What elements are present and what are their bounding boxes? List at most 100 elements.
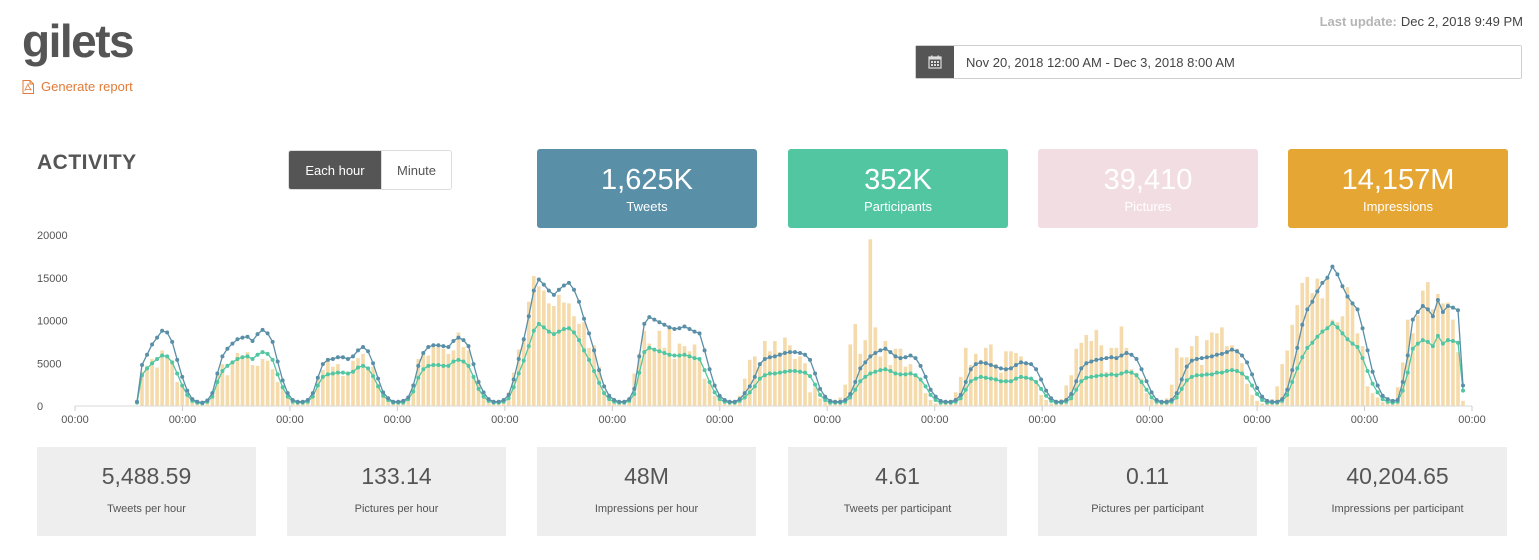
tweets-point [727,399,732,404]
x-tick-label: 00:00 [169,414,197,426]
generate-report-link[interactable]: Generate report [22,79,133,94]
pictures-bar [1134,372,1139,406]
pictures-bar [657,330,662,406]
pictures-bar [1355,333,1360,406]
pictures-bar [707,383,712,406]
participants-point [275,372,280,377]
tweets-point [220,354,225,359]
participants-card[interactable]: 352K Participants [788,149,1008,228]
pictures-bar [230,361,235,406]
pictures-bar [602,390,606,406]
participants-point [1219,370,1224,375]
tweets-point [205,398,210,403]
each-hour-button[interactable]: Each hour [289,151,381,189]
tweets-point [300,399,305,404]
tweets-point [391,399,396,404]
pictures-bar [1069,375,1074,406]
tweets-point [798,350,802,355]
date-range-picker[interactable] [915,45,1522,79]
tweets-point [747,384,752,389]
tweets-point [587,331,592,336]
pictures-bar [1280,364,1284,406]
participants-point [1375,390,1380,395]
pictures-bar [923,393,928,406]
participants-point [556,329,561,334]
participants-point [1380,397,1385,402]
participants-point [1250,383,1255,388]
tweets-point [858,366,863,371]
last-update: Last update: Dec 2, 2018 9:49 PM [1320,14,1523,29]
date-range-input[interactable] [954,46,1521,78]
tweets-point [1425,307,1430,312]
pictures-bar [888,364,893,406]
x-tick-label: 00:00 [61,414,89,426]
tweets-point [803,352,808,357]
participants-point [868,371,873,376]
calendar-button[interactable] [916,46,954,78]
tweets-point [878,348,883,353]
participants-point [315,383,320,388]
pictures-bar [1456,352,1460,406]
tweets-point [1430,314,1435,319]
pictures-bar [562,302,566,406]
participants-point [1295,366,1300,371]
tweets-point [1194,356,1199,361]
participants-point [456,357,461,362]
participants-point [521,358,526,363]
tweets-point [1365,348,1370,353]
participants-point [888,368,893,373]
pictures-bar [1335,322,1340,406]
participants-point [431,362,436,367]
tweets-card[interactable]: 1,625K Tweets [537,149,757,228]
pictures-bar [361,353,365,406]
tweets-point [903,355,908,360]
pictures-card[interactable]: 39,410 Pictures [1038,149,1258,228]
pictures-bar [963,347,968,406]
participants-point [526,344,531,349]
tweets-point [1069,392,1074,397]
impressions-card[interactable]: 14,157M Impressions [1288,149,1508,228]
tweets-point [978,360,983,365]
pdf-icon [22,79,34,94]
tweets-point [1305,307,1310,312]
participants-point [446,363,451,368]
tweets-point [1074,379,1079,384]
tweets-point [938,398,943,403]
tweets-point [215,371,220,376]
participants-point [280,385,285,390]
tweets-point [1003,367,1008,372]
participants-point [958,396,963,401]
tweets-point [230,341,235,346]
activity-title: ACTIVITY [37,151,137,174]
tweets-point [617,399,622,404]
participants-point [1099,373,1104,378]
participants-point [356,365,360,370]
tweets-point [597,368,602,373]
tweets-point [953,398,958,403]
participants-point [175,371,180,376]
participants-point [1300,355,1305,360]
tweets-point [848,392,853,397]
tweets-point [742,391,747,396]
pictures-bar [526,301,531,406]
participants-point [928,392,933,397]
tweets-point [451,339,456,344]
pictures-bar [1415,315,1420,406]
participants-point [1325,326,1330,331]
metric-tweets-per-participant: 4.61 Tweets per participant [788,447,1007,536]
tweets-point [677,326,682,331]
tweets-point [350,354,355,359]
tweets-point [1174,391,1179,396]
pictures-bar [778,352,782,406]
participants-point [973,376,978,381]
pictures-bar [381,396,385,406]
tweets-point [531,288,536,293]
pictures-bar [215,371,220,406]
tweets-point [1034,367,1039,372]
participants-point [536,321,541,326]
tweets-point [948,399,953,404]
participants-point [466,363,471,368]
metric-impressions-per-participant: 40,204.65 Impressions per participant [1288,447,1507,536]
minute-button[interactable]: Minute [381,151,451,189]
pictures-bar [1421,290,1425,406]
